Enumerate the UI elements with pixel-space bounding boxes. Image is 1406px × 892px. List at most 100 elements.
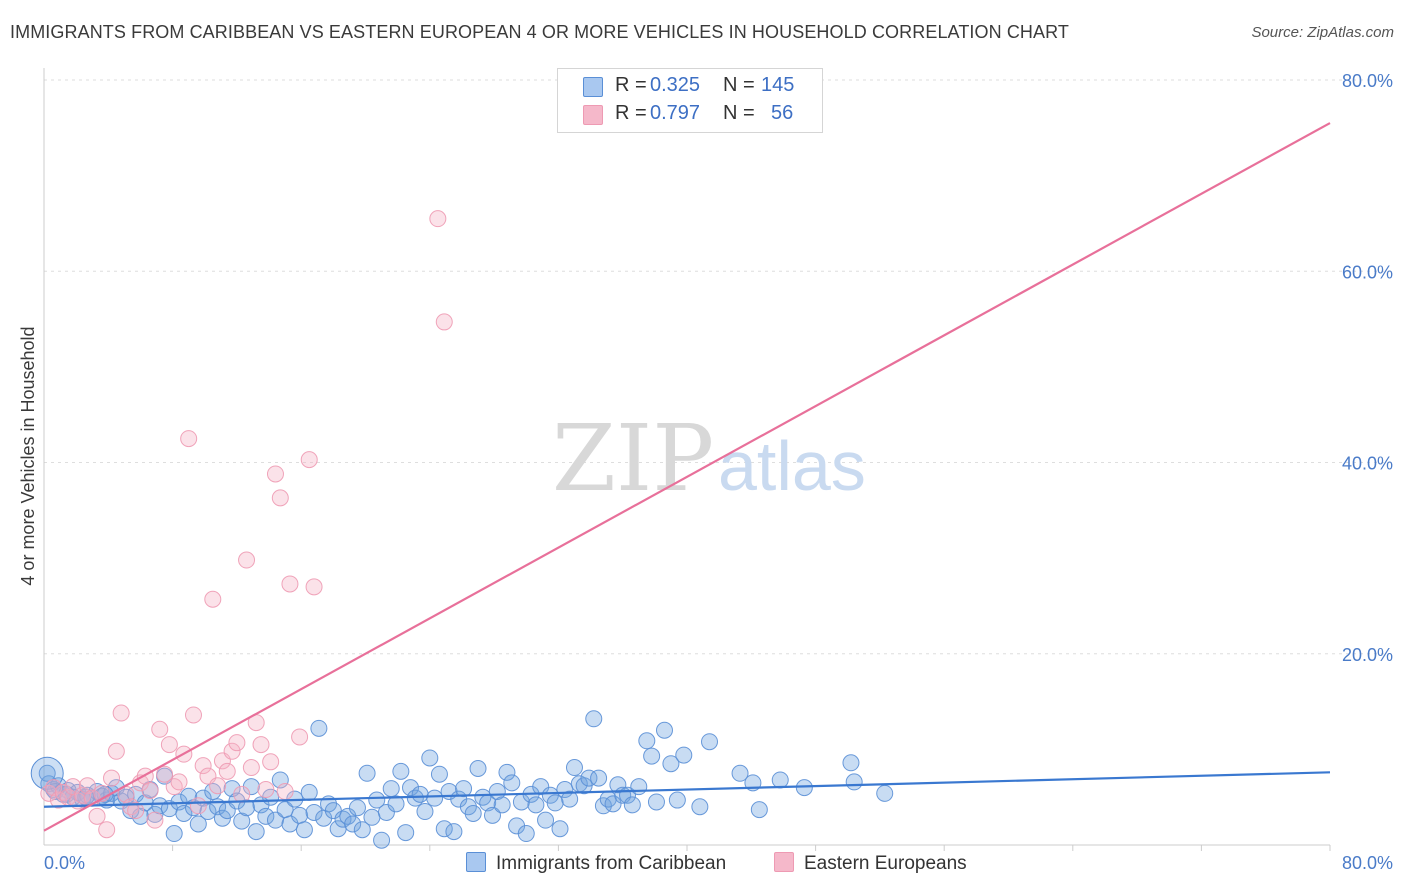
point-caribbean xyxy=(363,808,381,826)
point-eastern-europeans xyxy=(141,781,159,799)
point-eastern-europeans xyxy=(204,590,222,608)
point-caribbean xyxy=(498,763,516,781)
source-label: Source: ZipAtlas.com xyxy=(1251,24,1394,41)
y-tick-label: 20.0% xyxy=(1342,645,1393,665)
point-caribbean xyxy=(38,764,56,782)
point-eastern-europeans xyxy=(165,778,183,796)
x-tick-labels: 0.0% 80.0% xyxy=(44,853,1393,873)
point-caribbean xyxy=(580,769,598,787)
bottom-legend-caribbean: Immigrants from Caribbean xyxy=(466,852,726,875)
point-eastern-europeans xyxy=(223,742,241,760)
point-caribbean xyxy=(493,796,511,814)
point-caribbean xyxy=(334,810,352,828)
bottom-legend-eastern-europeans: Eastern Europeans xyxy=(774,852,967,875)
point-caribbean xyxy=(876,784,894,802)
legend-swatch-eastern-europeans xyxy=(583,105,603,125)
point-caribbean xyxy=(204,782,222,800)
point-caribbean xyxy=(731,764,749,782)
point-caribbean xyxy=(638,732,656,750)
point-caribbean xyxy=(445,823,463,841)
point-caribbean xyxy=(474,788,492,806)
point-eastern-europeans xyxy=(54,783,72,801)
bottom-legend-label: Immigrants from Caribbean xyxy=(496,853,727,874)
point-caribbean xyxy=(392,762,410,780)
point-caribbean xyxy=(402,779,420,797)
point-caribbean xyxy=(430,765,448,783)
point-caribbean xyxy=(146,805,164,823)
point-eastern-europeans xyxy=(281,575,299,593)
point-eastern-europeans xyxy=(238,551,256,569)
point-eastern-europeans xyxy=(40,784,58,802)
point-caribbean xyxy=(691,798,709,816)
point-caribbean xyxy=(771,771,789,789)
point-eastern-europeans xyxy=(180,430,198,448)
point-caribbean-large xyxy=(30,756,64,790)
x-tick-label: 80.0% xyxy=(1342,853,1393,873)
point-caribbean xyxy=(655,721,673,739)
trend-line-eastern-europeans xyxy=(43,122,1331,832)
point-caribbean xyxy=(662,755,680,773)
point-caribbean xyxy=(344,815,362,833)
point-caribbean xyxy=(546,794,564,812)
point-caribbean xyxy=(551,820,569,838)
point-caribbean xyxy=(377,803,395,821)
point-eastern-europeans xyxy=(266,465,284,483)
point-caribbean xyxy=(122,802,140,820)
legend-n-value: 56 xyxy=(771,102,794,124)
point-caribbean xyxy=(387,795,405,813)
point-caribbean xyxy=(348,799,366,817)
bottom-legend-swatch-caribbean xyxy=(466,852,486,872)
point-caribbean xyxy=(845,773,863,791)
point-caribbean xyxy=(353,821,371,839)
legend-r-label: R = xyxy=(615,74,647,96)
series-caribbean-points xyxy=(30,710,894,849)
point-caribbean xyxy=(647,793,665,811)
point-eastern-europeans xyxy=(228,734,246,752)
point-eastern-europeans xyxy=(429,210,447,228)
point-eastern-europeans xyxy=(88,807,106,825)
point-caribbean xyxy=(373,831,391,849)
point-eastern-europeans xyxy=(262,753,280,771)
legend-n-label: N = xyxy=(723,102,755,124)
point-caribbean xyxy=(532,778,550,796)
point-caribbean xyxy=(189,815,207,833)
trend-lines xyxy=(43,122,1331,832)
point-caribbean xyxy=(247,823,265,841)
bottom-legend-label: Eastern Europeans xyxy=(804,853,967,874)
point-caribbean xyxy=(561,790,579,808)
bottom-legend-swatch-eastern-europeans xyxy=(774,852,794,872)
point-eastern-europeans xyxy=(98,821,116,839)
point-caribbean xyxy=(368,791,386,809)
point-caribbean xyxy=(281,815,299,833)
point-caribbean xyxy=(199,803,217,821)
point-eastern-europeans xyxy=(160,736,178,754)
legend-row-caribbean: R = 0.325 N = 145 xyxy=(558,73,822,101)
point-caribbean xyxy=(310,719,328,737)
point-eastern-europeans xyxy=(257,781,275,799)
point-caribbean xyxy=(295,821,313,839)
trend-line-caribbean xyxy=(43,771,1331,808)
point-caribbean xyxy=(455,780,473,798)
point-eastern-europeans xyxy=(127,802,145,820)
point-caribbean xyxy=(300,783,318,801)
point-caribbean xyxy=(675,746,693,764)
point-caribbean xyxy=(527,796,545,814)
point-eastern-europeans xyxy=(305,578,323,596)
point-caribbean xyxy=(257,807,275,825)
point-caribbean xyxy=(537,811,555,829)
watermark-zip: ZIP xyxy=(552,405,714,512)
point-eastern-europeans xyxy=(242,759,260,777)
point-caribbean xyxy=(565,759,583,777)
legend-r-value: 0.797 xyxy=(650,102,701,124)
point-caribbean xyxy=(750,801,768,819)
point-caribbean xyxy=(358,764,376,782)
point-eastern-europeans xyxy=(107,742,125,760)
y-tick-label: 80.0% xyxy=(1342,71,1393,91)
point-caribbean xyxy=(469,760,487,777)
point-eastern-europeans xyxy=(291,728,309,746)
point-caribbean xyxy=(324,802,342,820)
point-eastern-europeans xyxy=(103,769,121,787)
point-caribbean xyxy=(609,776,627,794)
point-caribbean xyxy=(842,754,860,772)
